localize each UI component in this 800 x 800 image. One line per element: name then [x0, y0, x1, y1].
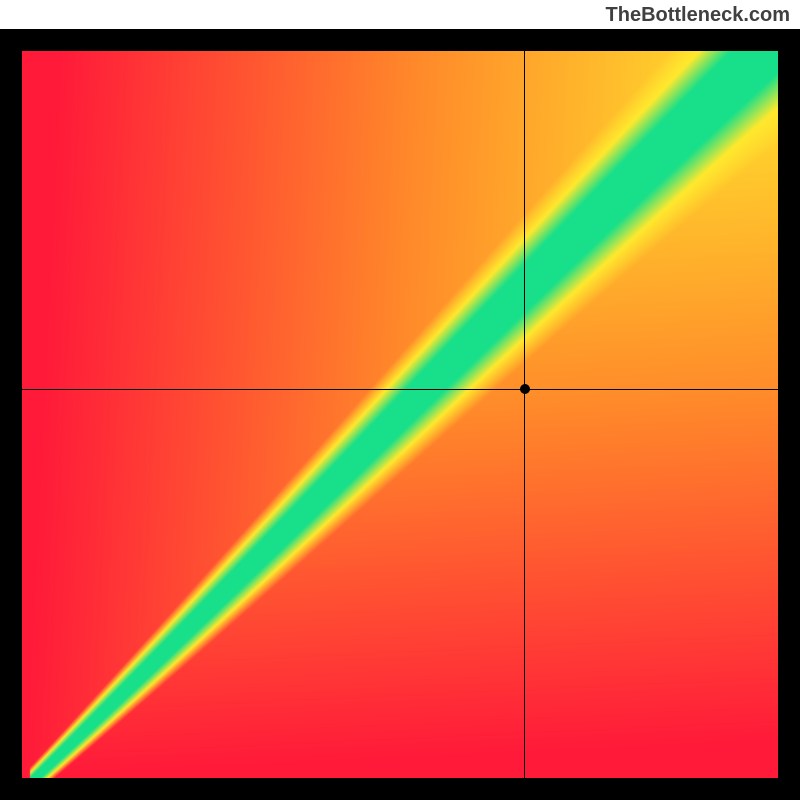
crosshair-horizontal	[22, 389, 778, 390]
selection-marker-dot	[520, 384, 530, 394]
heatmap-canvas	[22, 51, 778, 778]
crosshair-vertical	[524, 51, 525, 778]
chart-container: TheBottleneck.com	[0, 0, 800, 800]
watermark-text: TheBottleneck.com	[606, 4, 790, 27]
heatmap-plot	[0, 29, 800, 800]
